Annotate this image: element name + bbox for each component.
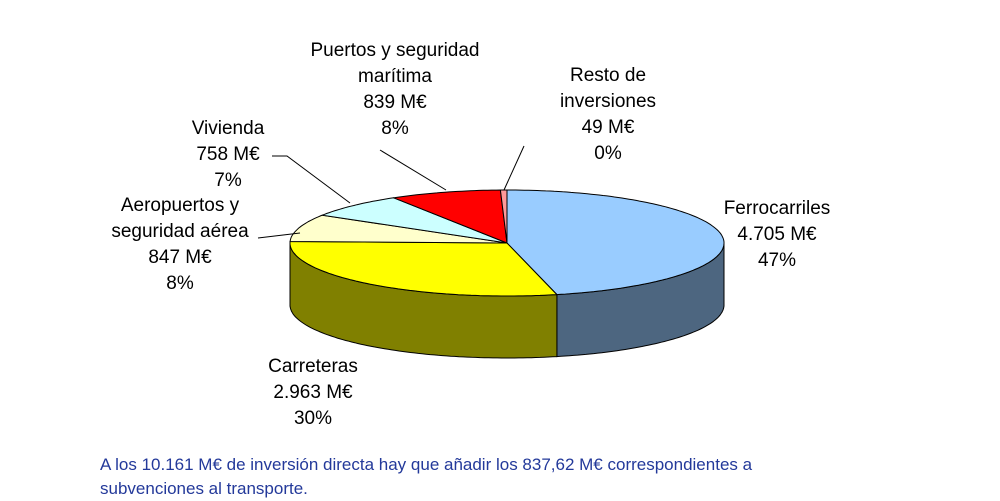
slice [506,189,725,358]
category-label: Aeropuertos y seguridad aérea [111,195,249,242]
category-label: Ferrocarriles [723,198,831,219]
percentage-label: 7% [214,170,242,191]
percentage-label: 8% [166,273,194,294]
value-label: 847 M€ [148,247,212,268]
slice-label: Vivienda 758 M€ 7% [108,116,348,194]
slice [320,197,508,244]
slice [499,189,508,244]
leader-line [257,232,301,239]
footnote-line: A los 10.161 M€ de inversión directa hay… [100,455,753,474]
footnote-line: subvenciones al transporte. [100,479,308,498]
category-label: Carreteras [268,356,358,377]
slice-top [289,214,508,244]
value-label: 2.963 M€ [273,382,353,403]
leader-line [272,155,351,204]
slice-top [499,189,508,244]
percentage-label: 0% [594,143,622,164]
slice [289,240,559,359]
slice-top [289,240,559,297]
footnote: A los 10.161 M€ de inversión directa hay… [100,453,752,501]
slice [391,189,508,244]
leader-line [379,149,447,191]
percentage-label: 30% [293,408,333,429]
leader-line [503,145,525,191]
category-label: Resto de inversiones [559,65,657,112]
percentage-label: 8% [381,118,409,139]
category-label: Vivienda [191,118,265,139]
slice-top [506,189,725,296]
value-label: 4.705 M€ [737,224,817,245]
slice-label: Resto de inversiones 49 M€ 0% [488,63,728,167]
slice-top [391,189,508,244]
percentage-label: 47% [757,250,797,271]
category-label: Puertos y seguridad marítima [310,40,480,87]
slice-label: Ferrocarriles 4.705 M€ 47% [657,196,897,274]
slice-label: Carreteras 2.963 M€ 30% [193,354,433,432]
value-label: 49 M€ [581,117,635,138]
slice-top [320,197,508,244]
value-label: 758 M€ [196,144,260,165]
slice-label: Aeropuertos y seguridad aérea 847 M€ 8% [60,193,300,297]
value-label: 839 M€ [363,92,427,113]
slice [289,214,508,244]
slice-label: Puertos y seguridad marítima 839 M€ 8% [275,38,515,142]
